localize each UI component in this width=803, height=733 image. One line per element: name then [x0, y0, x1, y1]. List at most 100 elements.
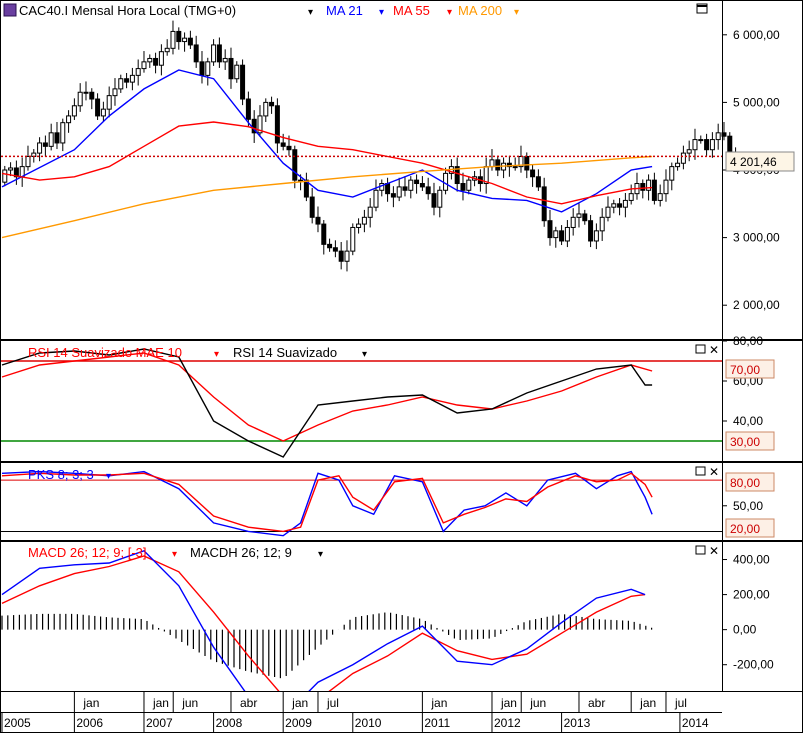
pks-lower-label: 20,00	[730, 522, 760, 536]
legend-macd: MACD 26; 12; 9; [-3]	[28, 545, 147, 560]
candle-body	[303, 179, 309, 198]
candle-body	[675, 162, 681, 168]
candle-body	[530, 169, 536, 178]
candle-body	[564, 226, 570, 242]
year-label-6: 2011	[424, 716, 450, 730]
pks-arrow-icon[interactable]: ▾	[106, 471, 111, 482]
candle-body	[518, 155, 524, 168]
candle-body	[77, 91, 83, 107]
candle-body	[106, 95, 112, 110]
macd-ytick-label-1: 0,00	[733, 623, 757, 637]
candle-body	[153, 57, 159, 66]
close-icon[interactable]: ✕	[709, 544, 719, 558]
rsi-window-buttons: ✕	[695, 343, 719, 357]
month-label-9: abr	[588, 696, 605, 710]
macd-ytick-label-2: 200,00	[733, 588, 770, 602]
candle-body	[315, 216, 321, 225]
candle-body	[95, 98, 101, 117]
maximize-icon[interactable]	[695, 545, 706, 555]
legend-pks: PKS 8; 3; 3	[28, 467, 94, 482]
candle-body	[704, 139, 710, 151]
candle-body	[124, 78, 130, 83]
macd-panel	[0, 541, 803, 692]
candle-body	[54, 132, 60, 144]
candle-body	[582, 213, 588, 222]
legend-rsi: RSI 14 Suavizado	[233, 345, 337, 360]
candle-body	[147, 57, 153, 63]
candle-body	[669, 166, 675, 181]
candle-body	[617, 203, 623, 208]
candle-body	[651, 179, 657, 201]
candle-body	[576, 213, 582, 218]
maximize-icon[interactable]	[696, 3, 708, 14]
macd-ytick-label-3: 400,00	[733, 553, 770, 567]
rsi-mae-arrow-icon[interactable]: ▾	[214, 349, 219, 360]
last-price-label: 4 201,46	[730, 155, 777, 169]
candle-body	[698, 139, 704, 142]
candle-body	[42, 142, 48, 147]
candle-body	[593, 230, 599, 242]
candle-body	[588, 220, 594, 242]
candle-body	[222, 57, 228, 63]
candle-body	[425, 186, 431, 195]
rsi-arrow-icon[interactable]: ▾	[362, 349, 367, 360]
pks-upper-badge: 80,00	[725, 472, 775, 492]
candle-body	[89, 91, 95, 100]
candle-body	[228, 57, 234, 80]
close-icon[interactable]: ✕	[709, 465, 719, 479]
year-label-4: 2009	[285, 716, 312, 730]
candle-body	[240, 64, 246, 100]
year-label-2: 2007	[146, 716, 173, 730]
ma200-arrow-icon[interactable]: ▾	[447, 7, 452, 18]
rsi-lower-badge: 30,00	[725, 431, 775, 451]
pks-upper-label: 80,00	[730, 476, 760, 490]
candle-body	[512, 166, 518, 169]
legend-rsi-mae: RSI 14 Suavizado MAE 10	[28, 345, 182, 360]
month-label-11: jul	[674, 696, 687, 710]
month-label-10: jan	[639, 696, 656, 710]
candle-body	[187, 37, 193, 46]
candle-body	[257, 115, 263, 134]
candle-body	[269, 101, 275, 107]
candle-body	[414, 179, 420, 185]
pks-lower-badge: 20,00	[725, 518, 775, 538]
legend-ma200: MA 200	[458, 3, 502, 18]
candle-body	[692, 139, 698, 151]
macdh-arrow-icon[interactable]: ▾	[318, 549, 323, 560]
candle-body	[280, 142, 286, 147]
close-icon[interactable]: ✕	[709, 343, 719, 357]
candle-body	[646, 179, 652, 191]
candle-body	[182, 37, 188, 43]
maximize-icon[interactable]	[695, 466, 706, 476]
candle-body	[216, 44, 222, 63]
candle-body	[205, 61, 211, 76]
macd-arrow-icon[interactable]: ▾	[172, 549, 177, 560]
candle-body	[721, 132, 727, 137]
candle-body	[66, 115, 72, 124]
candle-body	[193, 44, 199, 63]
ma200-end-arrow-icon[interactable]: ▾	[514, 7, 519, 18]
month-label-6: jan	[430, 696, 447, 710]
ma21-arrow-icon[interactable]: ▾	[308, 7, 313, 18]
macd-line-0	[1, 555, 646, 691]
month-label-3: abr	[240, 696, 257, 710]
candle-body	[402, 186, 408, 191]
candle-body	[489, 159, 495, 168]
macd-window-buttons: ✕	[695, 544, 719, 558]
candle-body	[338, 250, 344, 262]
month-label-1: jan	[152, 696, 169, 710]
candle-body	[506, 162, 512, 168]
candle-body	[611, 203, 617, 208]
rsi-line-0	[1, 352, 653, 442]
ma55-arrow-icon[interactable]: ▾	[379, 7, 384, 18]
candle-body	[570, 216, 576, 228]
candle-body	[495, 159, 501, 171]
pks-legend: PKS 8; 3; 3 ▾	[28, 467, 111, 482]
maximize-icon[interactable]	[695, 344, 706, 354]
candle-body	[332, 247, 338, 252]
candle-body	[309, 196, 315, 218]
candle-body	[622, 199, 628, 208]
cfd-icon	[3, 3, 17, 17]
candle-body	[170, 30, 176, 49]
